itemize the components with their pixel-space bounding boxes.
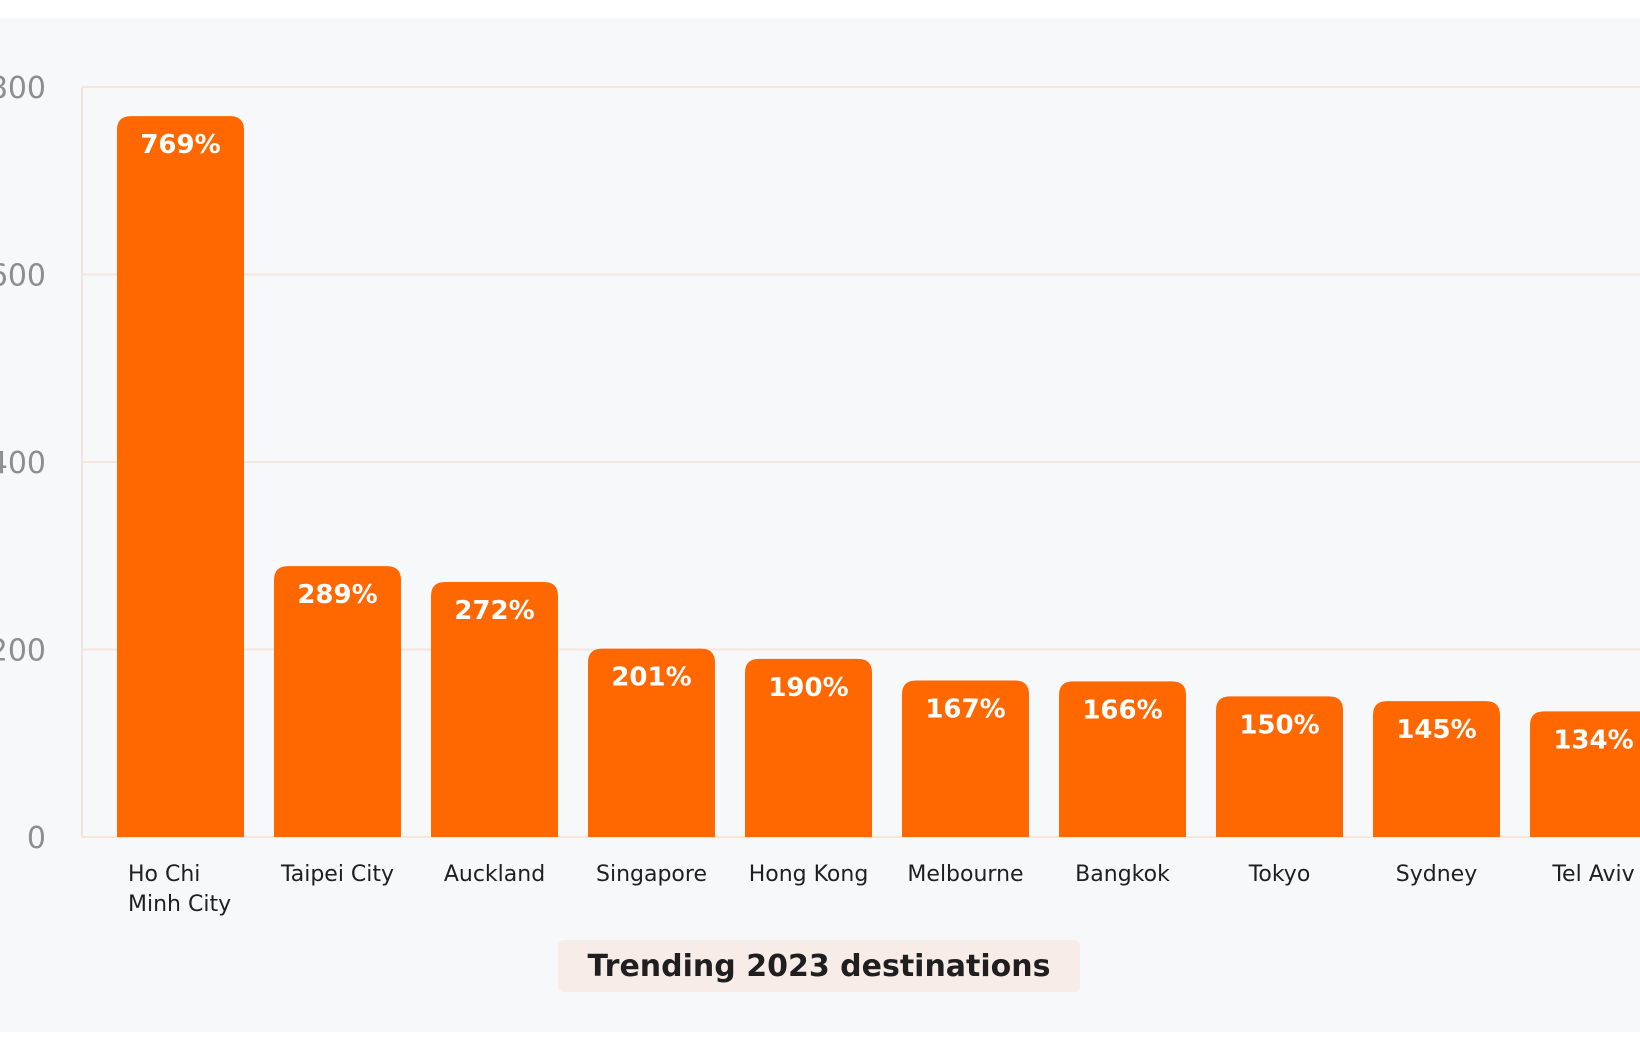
data-label: 134% <box>1553 725 1633 755</box>
bar-1 <box>274 566 401 837</box>
x-tick-label: Auckland <box>444 862 545 887</box>
data-label: 145% <box>1396 715 1476 745</box>
data-label: 190% <box>768 673 848 703</box>
bar-0 <box>117 116 244 837</box>
x-tick-label: Hong Kong <box>749 862 869 887</box>
x-tick-label: Ho Chi <box>128 862 200 887</box>
y-tick-label: 400 <box>0 446 46 481</box>
y-tick-label: 600 <box>0 259 46 294</box>
x-tick-label: Minh City <box>128 892 231 917</box>
bar-5 <box>902 680 1029 837</box>
y-tick-label: 0 <box>27 821 46 856</box>
data-label: 769% <box>140 130 220 160</box>
chart-title: Trending 2023 destinations <box>558 940 1080 992</box>
data-label: 166% <box>1082 695 1162 725</box>
data-label: 289% <box>297 580 377 610</box>
x-tick-label: Melbourne <box>907 862 1023 887</box>
x-tick-label: Tel Aviv <box>1551 862 1634 887</box>
x-tick-label: Tokyo <box>1248 862 1311 887</box>
data-label: 201% <box>611 663 691 693</box>
bar-3 <box>588 648 715 837</box>
x-tick-label: Singapore <box>596 862 707 887</box>
bar-2 <box>431 582 558 837</box>
data-label: 167% <box>925 694 1005 724</box>
bar-7 <box>1216 696 1343 837</box>
x-tick-label: Taipei City <box>280 862 394 887</box>
y-tick-label: 200 <box>0 634 46 669</box>
x-tick-label: Sydney <box>1396 862 1477 887</box>
bar-9 <box>1530 711 1640 837</box>
data-label: 150% <box>1239 710 1319 740</box>
bar-8 <box>1373 701 1500 837</box>
x-tick-label: Bangkok <box>1075 862 1170 887</box>
data-label: 272% <box>454 596 534 626</box>
bar-4 <box>745 658 872 837</box>
y-tick-label: 800 <box>0 71 46 106</box>
chart-panel <box>0 18 1640 1032</box>
bar-6 <box>1059 681 1186 837</box>
